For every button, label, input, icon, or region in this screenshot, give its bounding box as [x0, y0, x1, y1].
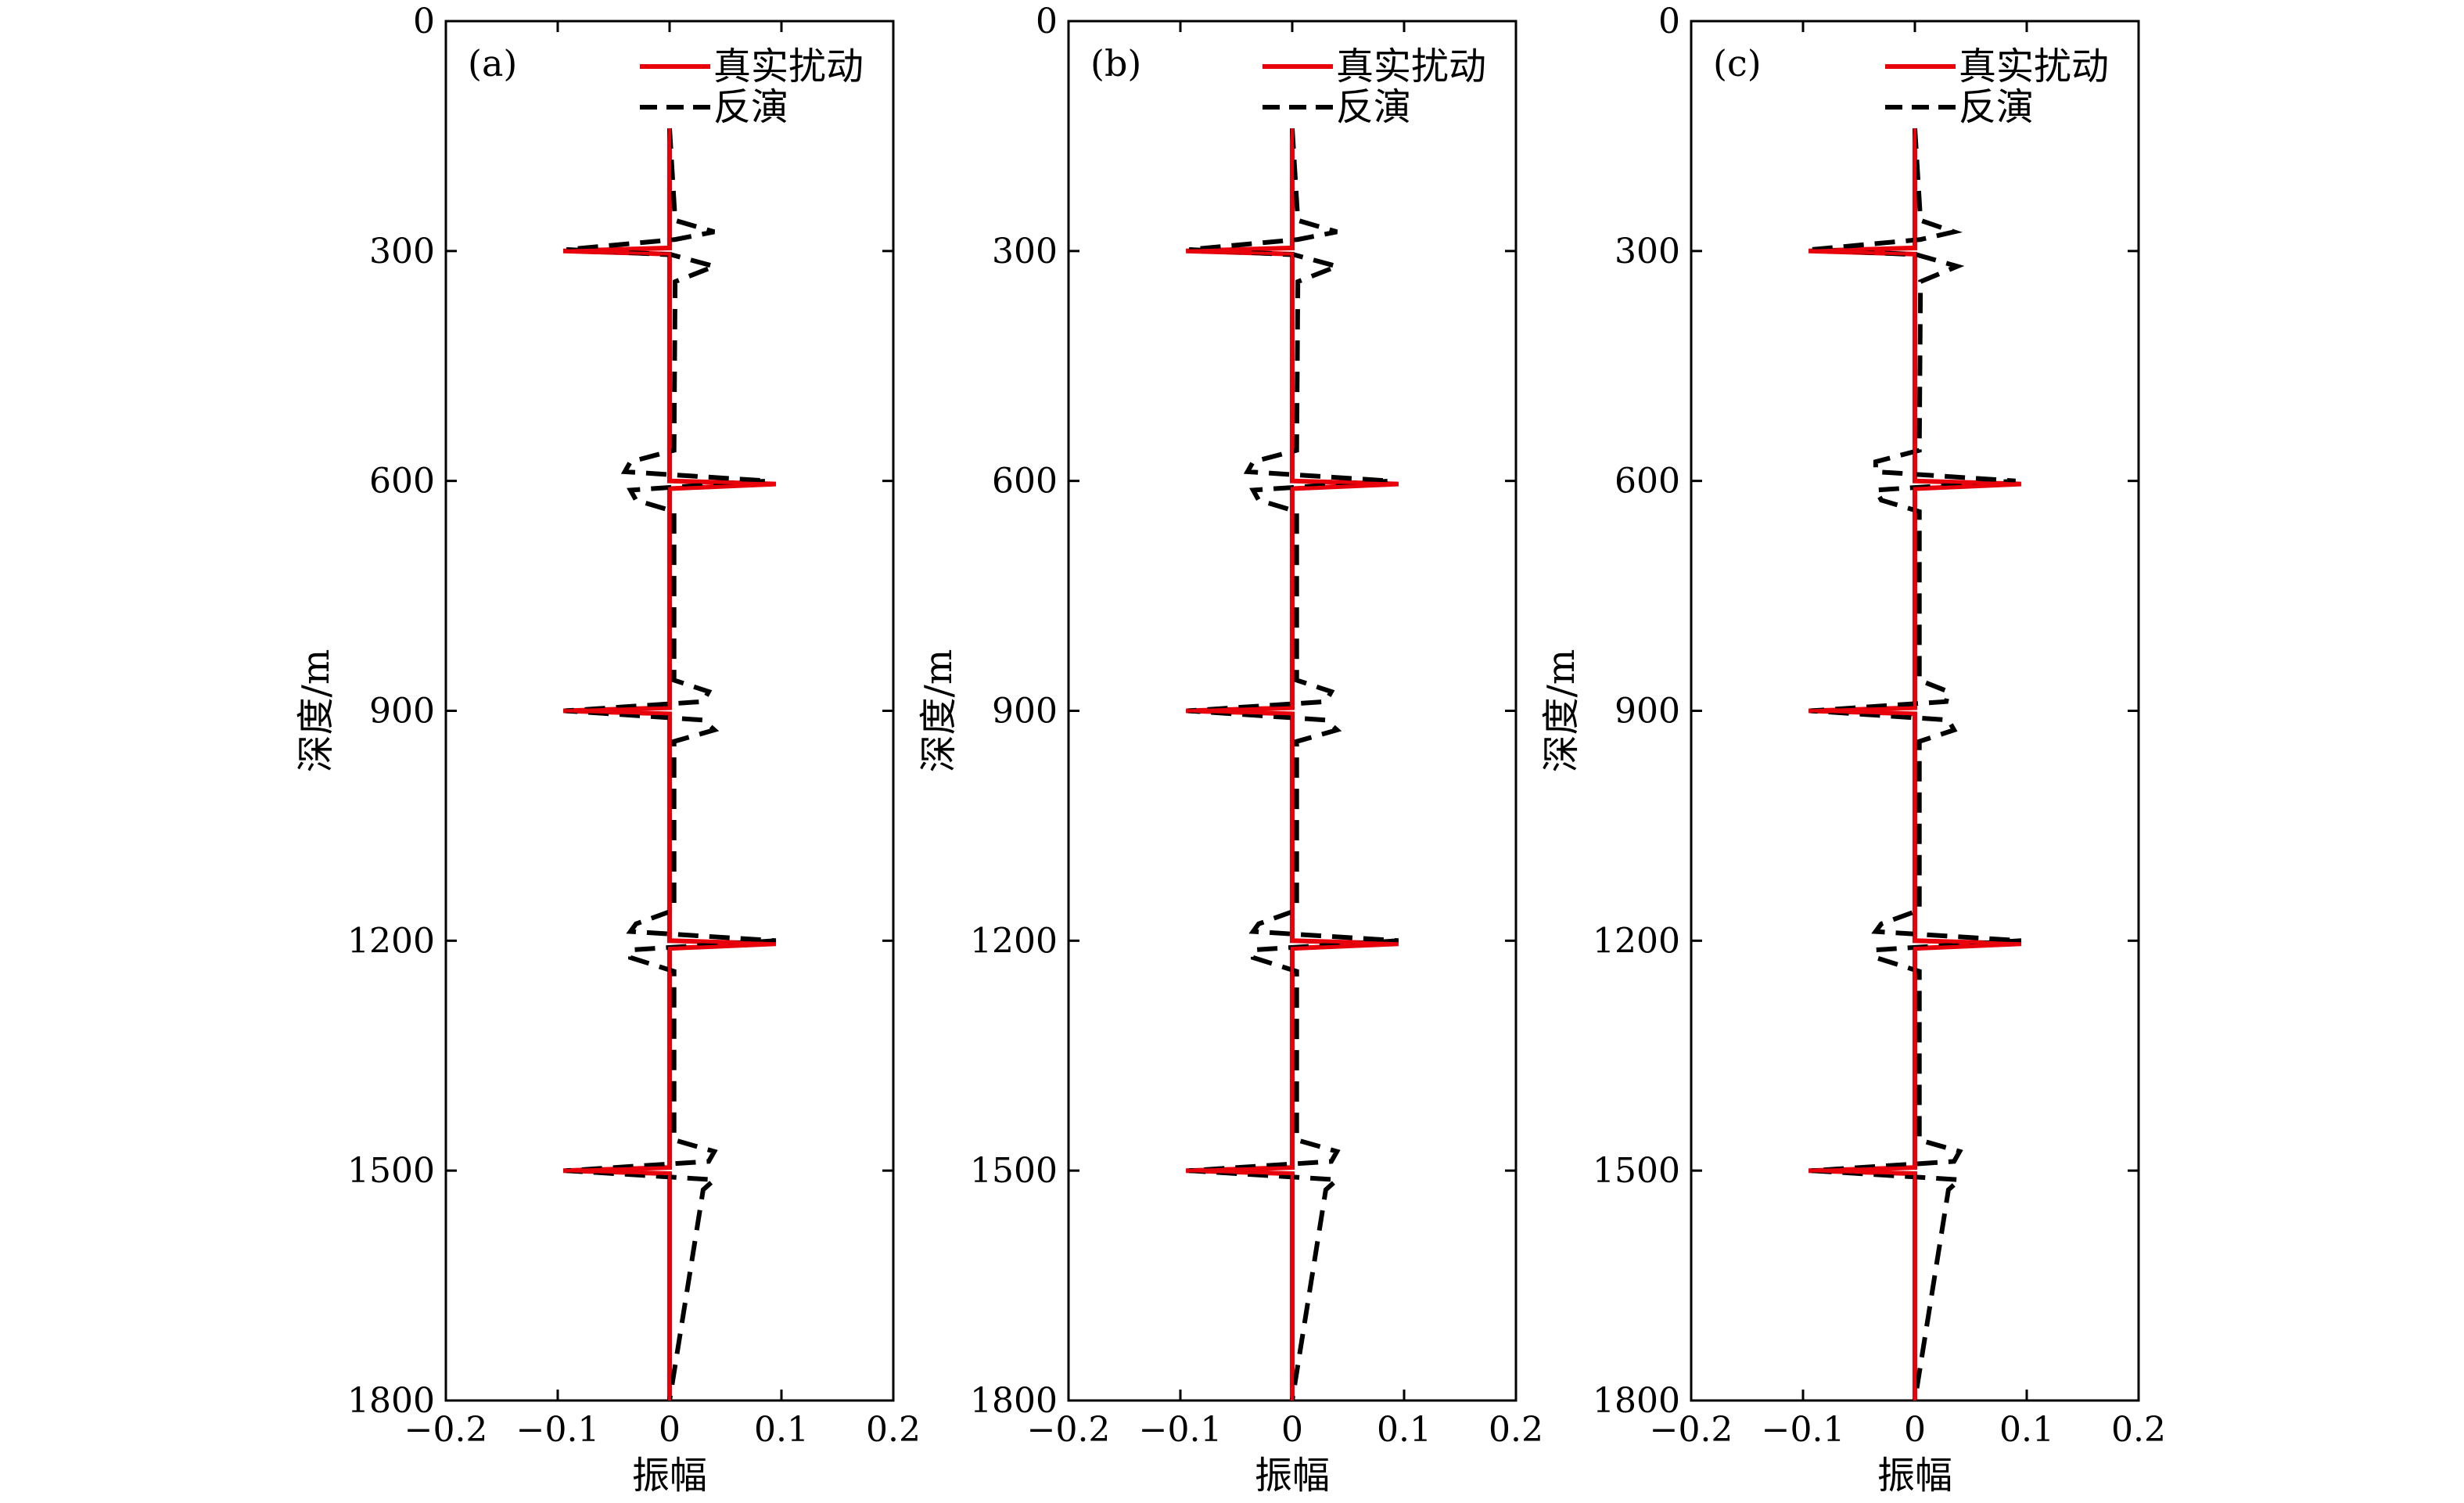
- legend-label-inversion: 反演: [1336, 85, 1411, 129]
- panel-label: (a): [468, 42, 517, 84]
- x-tick-label: 0.1: [754, 1410, 809, 1450]
- legend-label-true: 真实扰动: [1959, 45, 2109, 88]
- y-axis-title: 深度/m: [917, 649, 961, 773]
- y-tick-label: 600: [369, 462, 435, 502]
- x-tick-label: −0.2: [404, 1410, 488, 1450]
- y-tick-label: 1200: [347, 921, 435, 961]
- series-line-true-overlay: [563, 128, 776, 1401]
- x-tick-label: 0: [1904, 1410, 1926, 1450]
- y-tick-label: 0: [1658, 2, 1680, 41]
- x-tick-label: −0.1: [1762, 1410, 1845, 1450]
- legend-label-true: 真实扰动: [1336, 45, 1486, 88]
- y-tick-label: 1200: [1593, 921, 1680, 961]
- x-tick-label: −0.1: [1139, 1410, 1223, 1450]
- x-axis-title: 振幅: [1255, 1454, 1330, 1498]
- x-tick-label: 0.2: [2111, 1410, 2166, 1450]
- x-tick-label: 0: [1281, 1410, 1303, 1450]
- x-tick-label: −0.1: [516, 1410, 600, 1450]
- series-line-inversion: [565, 128, 777, 1401]
- series-line-true-overlay: [1186, 128, 1399, 1401]
- y-axis-title: 深度/m: [294, 649, 338, 773]
- x-tick-label: 0.2: [866, 1410, 921, 1450]
- y-tick-label: 600: [1615, 462, 1680, 502]
- y-tick-label: 900: [992, 692, 1058, 732]
- y-tick-label: 1800: [347, 1381, 435, 1421]
- panel-label: (c): [1713, 42, 1762, 84]
- chart-panel-3: 0 300 600 900 1200 1500 1800−0.2 −0.1 0 0.1 0.2 振幅 深…: [1539, 2, 2166, 1498]
- y-tick-label: 1500: [347, 1151, 435, 1191]
- y-tick-label: 300: [1615, 232, 1680, 271]
- y-tick-label: 1500: [970, 1151, 1058, 1191]
- legend-label-inversion: 反演: [713, 85, 788, 129]
- series-line-true-overlay: [1808, 128, 2021, 1401]
- y-tick-label: 1800: [970, 1381, 1058, 1421]
- x-tick-label: 0.2: [1489, 1410, 1543, 1450]
- y-tick-label: 1200: [970, 921, 1058, 961]
- y-tick-label: 300: [992, 232, 1058, 271]
- x-tick-label: 0.1: [1377, 1410, 1431, 1450]
- chart-panel-2: 0 300 600 900 1200 1500 1800−0.2 −0.1 0 0.1 0.2 振幅 深…: [917, 2, 1543, 1498]
- x-tick-label: −0.2: [1650, 1410, 1733, 1450]
- y-tick-label: 900: [369, 692, 435, 732]
- legend-label-inversion: 反演: [1959, 85, 2034, 129]
- y-tick-label: 300: [369, 232, 435, 271]
- x-axis-title: 振幅: [632, 1454, 707, 1498]
- legend-label-true: 真实扰动: [713, 45, 864, 88]
- x-tick-label: −0.2: [1027, 1410, 1111, 1450]
- panel-label: (b): [1090, 42, 1141, 84]
- x-tick-label: 0.1: [1999, 1410, 2054, 1450]
- chart-panel-1: 0 300 600 900 1200 1500 1800−0.2 −0.1 0 0.1 0.2 振幅 深…: [294, 2, 921, 1498]
- y-axis-title: 深度/m: [1539, 649, 1583, 773]
- y-tick-label: 600: [992, 462, 1058, 502]
- y-tick-label: 0: [1036, 2, 1058, 41]
- y-tick-label: 1800: [1593, 1381, 1680, 1421]
- y-tick-label: 0: [413, 2, 435, 41]
- x-tick-label: 0: [659, 1410, 681, 1450]
- y-tick-label: 1500: [1593, 1151, 1680, 1191]
- x-axis-title: 振幅: [1877, 1454, 1952, 1498]
- series-line-inversion: [1810, 128, 2021, 1401]
- series-line-inversion: [1187, 128, 1399, 1401]
- y-tick-label: 900: [1615, 692, 1680, 732]
